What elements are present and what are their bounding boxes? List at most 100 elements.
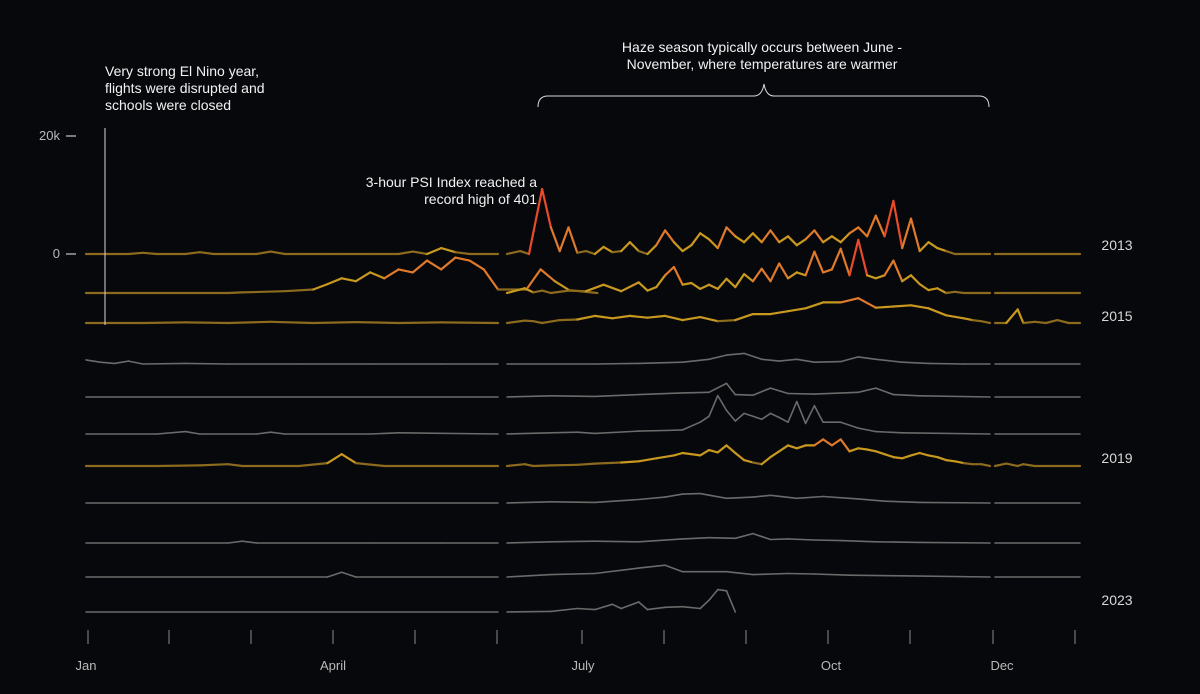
series-2017-haze-segment <box>813 391 860 395</box>
series-2013-haze-segment <box>593 245 605 256</box>
series-2013-haze-segment <box>901 217 913 250</box>
axis-layer: 20k 0 Jan April July Oct Dec <box>39 128 1076 673</box>
series-2019-haze-segment <box>742 459 755 464</box>
series-2019-haze-segment <box>725 444 737 455</box>
series-2020-haze-segment <box>550 500 596 504</box>
series-layer: 2013 2015 2019 2023 <box>84 188 1133 613</box>
series-2016-haze-segment <box>795 358 816 364</box>
series-2019-haze-segment <box>901 454 913 460</box>
series-2017-haze-segment <box>550 394 596 398</box>
year-label-2019: 2019 <box>1101 450 1132 466</box>
series-2016-haze-segment <box>839 356 860 363</box>
series-2019-haze-segment <box>936 456 948 462</box>
series-2019-haze-segment <box>839 438 851 453</box>
year-label-2013: 2013 <box>1101 237 1132 253</box>
series-2018-haze-segment <box>576 431 596 435</box>
series-2021-haze-segment <box>681 536 710 540</box>
year-label-2023: 2023 <box>1101 592 1132 608</box>
series-2019-haze-segment <box>593 461 623 465</box>
series-2019-haze-segment <box>944 459 957 463</box>
series-2021-haze-segment <box>752 532 772 541</box>
series-2013-haze-segment <box>778 235 790 244</box>
series-2019-background-segment <box>326 453 343 465</box>
series-2017-haze-segment <box>892 393 921 397</box>
series-2020-haze-segment <box>857 498 886 503</box>
series-2022-haze-segment <box>813 573 851 577</box>
series-2017-haze-segment <box>752 387 772 397</box>
series-2019-haze-segment <box>874 450 886 456</box>
series-2013-haze-segment <box>909 217 921 253</box>
series-2023-haze-segment <box>593 603 614 611</box>
series-2013-background-segment <box>141 251 159 256</box>
series-2013-background-segment <box>454 251 471 256</box>
series-2013-background-segment <box>411 250 429 256</box>
series-2014-haze-segment <box>813 250 825 274</box>
series-2018-haze-segment <box>813 404 824 424</box>
series-2022-haze-segment <box>550 572 596 576</box>
series-2015-haze-segment <box>681 316 702 322</box>
series-2020-haze-segment <box>506 500 552 504</box>
series-2016-background-segment <box>127 360 144 365</box>
series-2014-haze-segment <box>681 281 693 286</box>
series-2013-haze-segment <box>567 226 579 254</box>
series-2013-haze-segment <box>672 241 684 253</box>
series-2019-haze-segment <box>786 444 798 450</box>
series-2016-haze-segment <box>874 358 904 364</box>
series-2019-tail-segment <box>1022 463 1036 468</box>
series-2015-haze-segment <box>874 305 895 309</box>
series-2015-haze-segment <box>769 310 790 316</box>
series-2014-haze-segment <box>532 289 544 294</box>
series-2023-haze-segment <box>620 601 640 610</box>
series-2013-haze-segment <box>699 232 711 241</box>
series-2014-haze-segment <box>857 238 869 277</box>
series-2013-haze-segment <box>690 232 702 247</box>
series-2016-haze-segment <box>857 356 877 361</box>
series-2018-haze-segment <box>787 400 798 424</box>
series-2015-haze-segment <box>962 317 974 322</box>
series-2014-background-segment <box>369 271 386 280</box>
series-2014-background-segment <box>397 268 414 274</box>
series-2014-background-segment <box>468 259 485 271</box>
series-2019-haze-segment <box>778 444 790 453</box>
series-2020-haze-segment <box>918 501 991 504</box>
series-2019-haze-segment <box>532 464 553 468</box>
series-2023-haze-segment <box>708 588 719 602</box>
series-2013-haze-segment <box>655 229 667 247</box>
series-2018-haze-segment <box>769 412 781 419</box>
series-2019-haze-segment <box>505 463 526 468</box>
psi-annotation-line-2: record high of 401 <box>424 191 537 207</box>
series-2017-haze-segment <box>593 393 640 398</box>
series-2013-haze-segment <box>527 188 544 256</box>
series-2015-haze-segment <box>663 314 684 322</box>
series-2018-background-segment <box>156 430 187 435</box>
series-2019-haze-segment <box>857 447 869 451</box>
series-2018-haze-segment <box>637 429 666 432</box>
series-2019-haze-segment <box>699 449 711 457</box>
series-2013-haze-segment <box>769 229 781 244</box>
series-2014-background-segment <box>454 256 471 262</box>
series-2014-background-segment <box>227 291 244 295</box>
series-2023-haze-segment <box>664 605 684 609</box>
series-2018-haze-segment <box>857 427 877 433</box>
series-2014-background-segment <box>283 288 315 293</box>
series-2014-background-segment <box>425 259 443 271</box>
series-2015-haze-segment <box>980 320 992 325</box>
series-2013-haze-segment <box>883 199 895 238</box>
series-2014-background-segment <box>340 277 357 283</box>
series-2013-haze-segment <box>628 241 640 253</box>
series-2016-haze-segment <box>637 361 684 365</box>
series-2017-haze-segment <box>708 382 728 394</box>
series-2015-haze-segment <box>611 314 632 320</box>
series-2018-haze-segment <box>550 431 579 434</box>
series-2018-haze-segment <box>725 409 737 422</box>
series-2015-haze-segment <box>699 316 719 323</box>
x-tick-label-dec: Dec <box>990 658 1014 673</box>
series-2013-haze-segment <box>927 241 939 250</box>
series-2022-background-segment <box>340 571 357 578</box>
series-2018-haze-segment <box>734 412 745 422</box>
series-2014-background-segment <box>326 277 343 286</box>
series-2019-haze-segment <box>830 438 842 447</box>
series-2015-tail-segment <box>1033 320 1048 325</box>
series-2021-haze-segment <box>637 538 684 543</box>
series-2020-haze-segment <box>752 494 772 498</box>
